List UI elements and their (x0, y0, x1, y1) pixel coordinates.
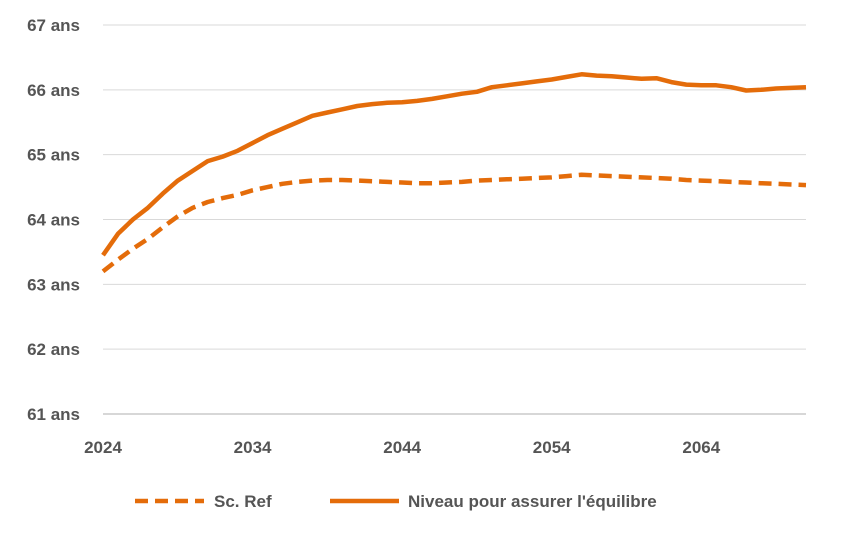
y-tick-label: 64 ans (27, 211, 80, 230)
x-tick-label: 2064 (682, 438, 720, 457)
legend: Sc. Ref Niveau pour assurer l'équilibre (135, 492, 657, 511)
y-tick-label: 66 ans (27, 81, 80, 100)
series-lines (101, 72, 807, 274)
x-tick-label: 2044 (383, 438, 421, 457)
y-axis-tick-labels: 61 ans 62 ans 63 ans 64 ans 65 ans 66 ans 67 a… (27, 16, 80, 424)
x-tick-label: 2024 (84, 438, 122, 457)
series-line-sc-ref (101, 172, 807, 274)
y-tick-label: 65 ans (27, 146, 80, 165)
x-axis-tick-labels: 2024 2034 2044 2054 2064 (84, 438, 721, 457)
y-tick-label: 62 ans (27, 340, 80, 359)
y-tick-label: 67 ans (27, 16, 80, 35)
legend-label-1: Niveau pour assurer l'équilibre (408, 492, 657, 511)
x-tick-label: 2034 (234, 438, 272, 457)
y-tick-label: 61 ans (27, 405, 80, 424)
gridlines (103, 24, 806, 350)
y-tick-label: 63 ans (27, 275, 80, 294)
legend-label-0: Sc. Ref (214, 492, 272, 511)
series-line-equilibre (101, 72, 807, 257)
x-tick-label: 2054 (533, 438, 571, 457)
